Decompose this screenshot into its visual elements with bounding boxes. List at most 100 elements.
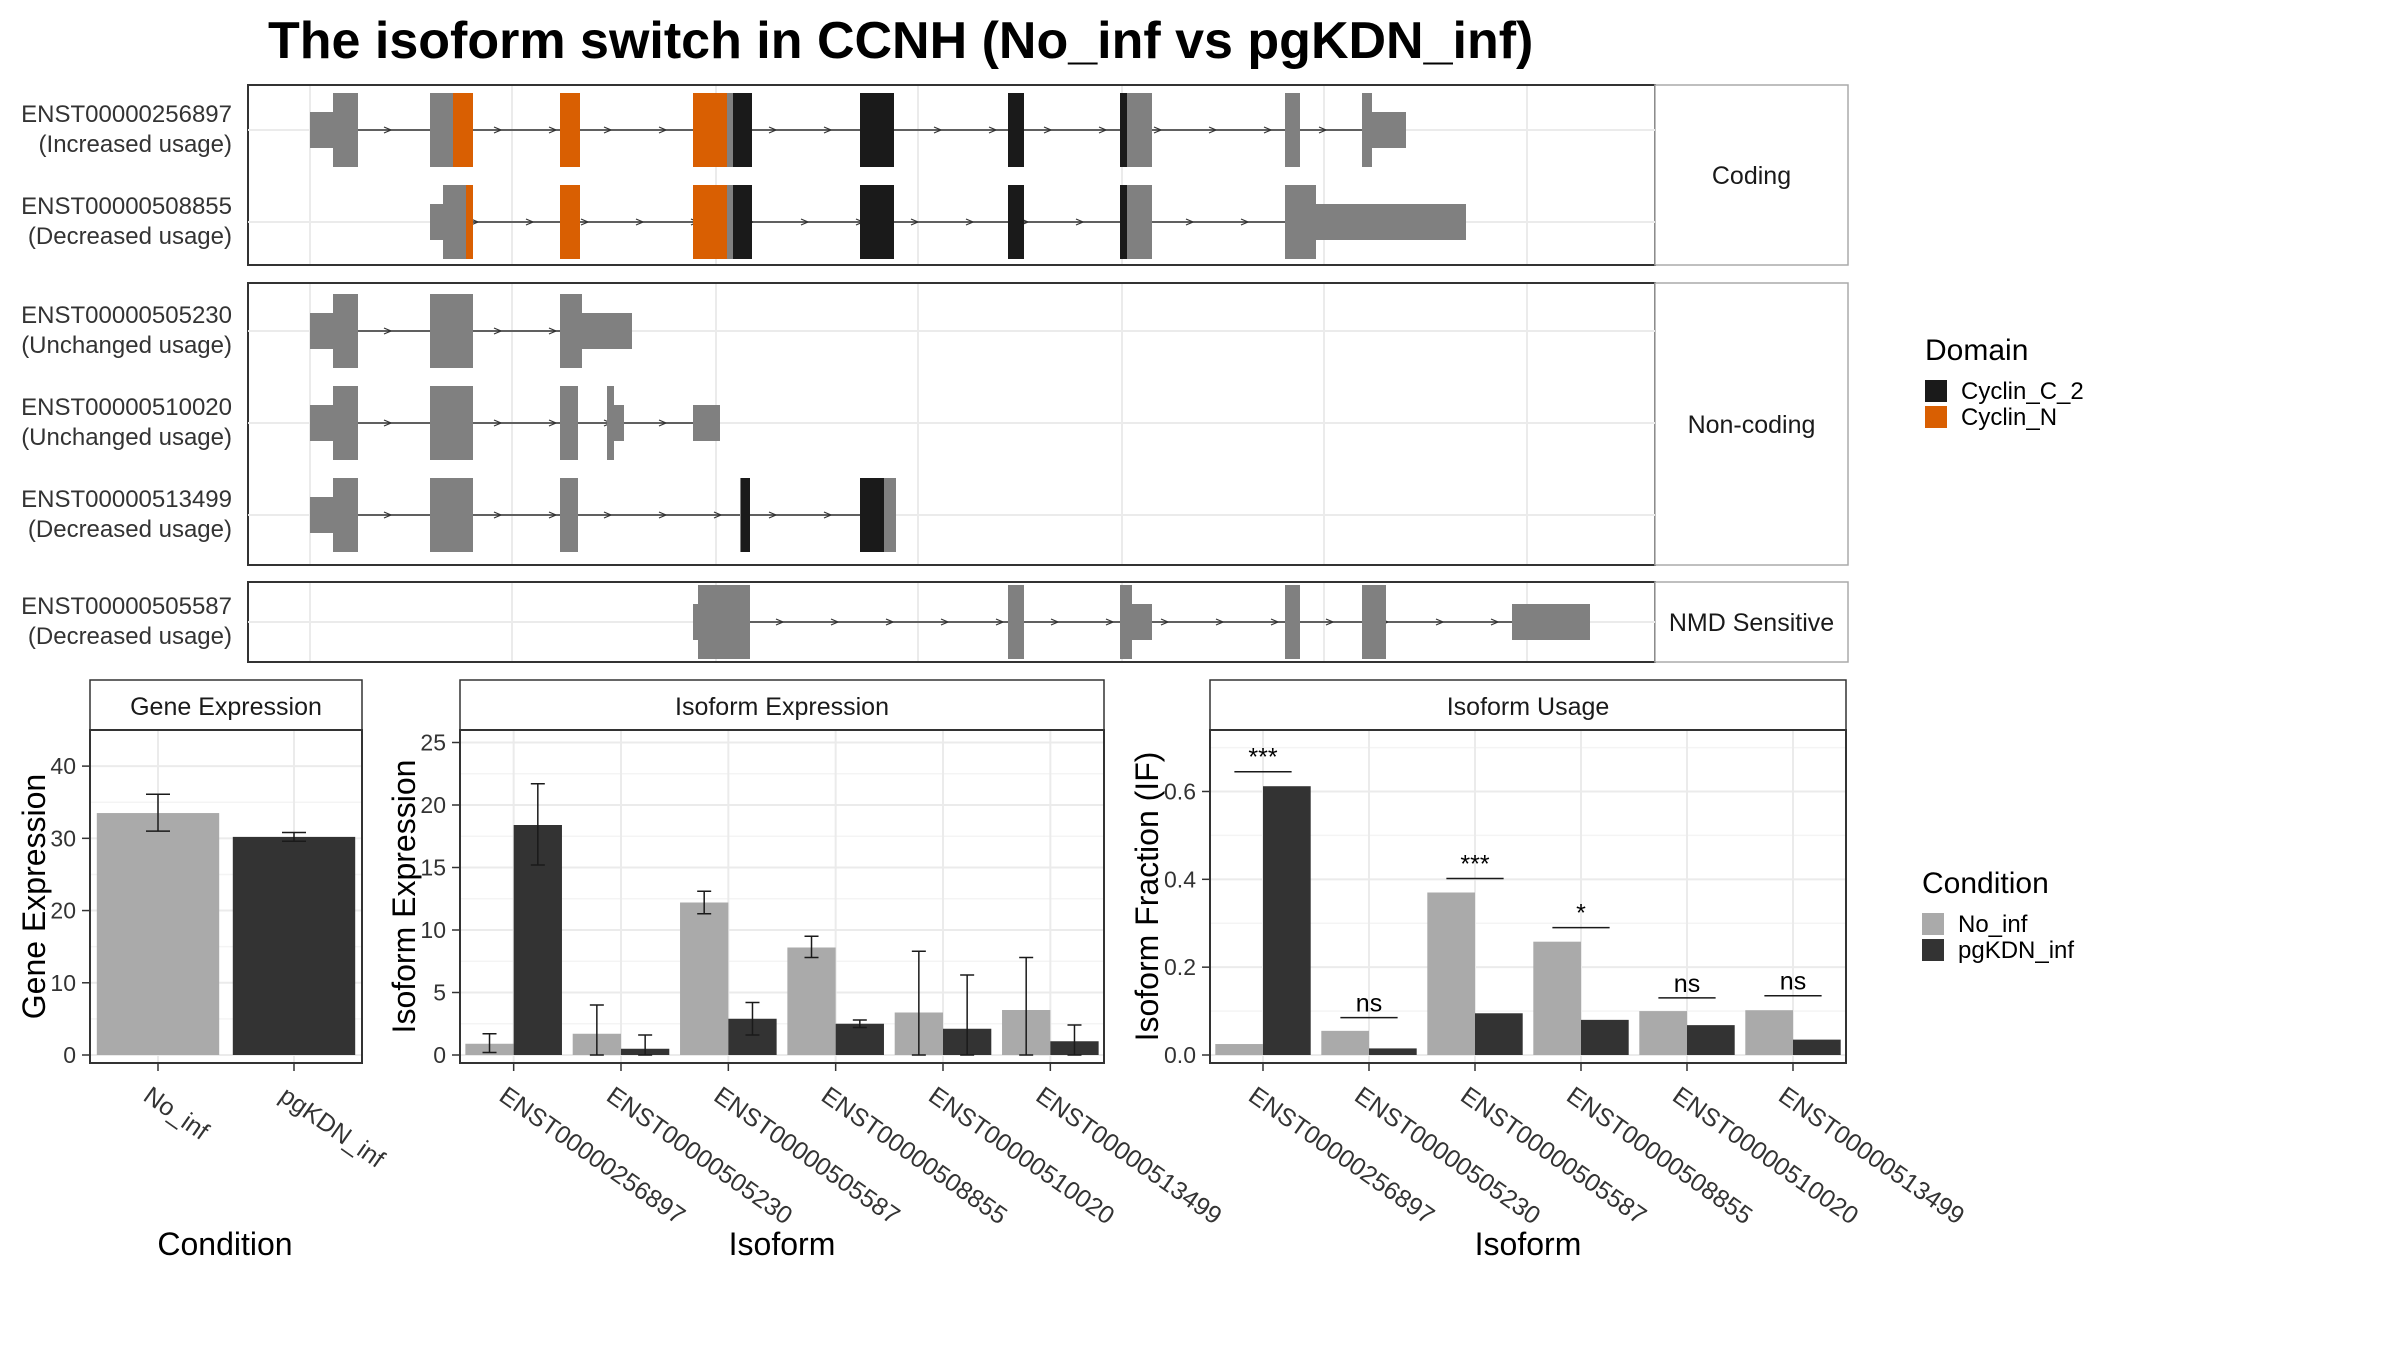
y-tick-label: 10 [50, 970, 76, 996]
intron-arrow [548, 511, 558, 519]
group-strip [1654, 581, 1849, 663]
legend-title: Domain [1925, 334, 2028, 367]
bar [1321, 1030, 1369, 1055]
transcript-id-label: ENST00000513499 [21, 486, 232, 513]
x-axis-title: Isoform [1475, 1226, 1582, 1262]
intron-arrow [1490, 618, 1500, 626]
transcript-id-label: ENST00000510020 [21, 394, 232, 421]
group-strip [1654, 282, 1849, 566]
cds-exon [1120, 585, 1132, 659]
bar [1581, 1019, 1629, 1055]
cds-exon [333, 478, 358, 552]
significance-label: ns [1356, 990, 1382, 1018]
x-tick-label: No_inf [138, 1081, 213, 1145]
cds-exon [1285, 185, 1316, 259]
intron-arrow [910, 218, 920, 226]
intron-arrow [1050, 618, 1060, 626]
intron-arrow [580, 218, 590, 226]
intron-arrow [933, 126, 943, 134]
intron-arrow [658, 511, 668, 519]
x-tick-label: ENST00000508855 [1561, 1081, 1757, 1230]
cds-exon [1285, 93, 1300, 167]
transcript-row: ENST00000505587 (Decreased usage) [21, 585, 1655, 659]
legend-swatch [1922, 913, 1944, 935]
legend-title: Condition [1922, 867, 2049, 900]
legend-label: pgKDN_inf [1958, 937, 2074, 964]
intron-arrow [775, 618, 785, 626]
bar [232, 836, 356, 1055]
y-tick-label: 30 [50, 825, 76, 851]
legend-label: No_inf [1958, 911, 2028, 938]
legend-swatch [1922, 939, 1944, 961]
utr-exon [1316, 204, 1466, 240]
group-strip-label: Non-coding [1688, 411, 1816, 439]
significance-label: ns [1674, 970, 1700, 998]
utr-exon [1372, 112, 1406, 148]
x-tick-label: ENST00000256897 [1243, 1081, 1439, 1230]
intron-arrow [383, 511, 393, 519]
x-tick-label: ENST00000505587 [1455, 1081, 1651, 1230]
x-tick-label: ENST00000508855 [816, 1081, 1012, 1230]
cds-exon [1127, 185, 1152, 259]
transcript-usage-label: (Decreased usage) [28, 516, 232, 543]
chart-panel-3: Isoform Usage***ns****ns ns0.00.20.40.6EN… [1129, 679, 1969, 1262]
cds-exon [1362, 93, 1372, 167]
panel-border [89, 729, 363, 1064]
transcript-row: ENST00000508855 (Decreased usage) [21, 185, 1655, 259]
intron-arrow [383, 419, 393, 427]
cds-exon [333, 93, 358, 167]
intron-arrow [885, 618, 895, 626]
structure-group-1: Coding [247, 84, 1849, 266]
cds-exon [860, 185, 894, 259]
intron-arrow [1215, 618, 1225, 626]
bar [787, 947, 836, 1055]
x-tick-label: ENST00000505230 [601, 1081, 797, 1230]
cds-exon [453, 93, 473, 167]
intron-arrow [383, 327, 393, 335]
cds-exon [1120, 93, 1127, 167]
intron-arrow [1043, 126, 1053, 134]
cds-exon [333, 386, 358, 460]
cds-exon [560, 185, 580, 259]
utr-exon [693, 405, 720, 441]
panel-title: Isoform Expression [675, 693, 889, 721]
bar [1533, 941, 1581, 1055]
panel-border [1209, 729, 1847, 1064]
utr-exon [1512, 604, 1590, 640]
cds-exon [443, 185, 466, 259]
transcript-usage-label: (Decreased usage) [28, 223, 232, 250]
y-axis-title: Gene Expression [16, 774, 52, 1019]
cds-exon [430, 478, 473, 552]
bar [1745, 1010, 1793, 1055]
x-tick-label: pgKDN_inf [274, 1081, 389, 1173]
intron-arrow [493, 327, 503, 335]
y-tick-label: 0 [433, 1042, 446, 1068]
intron-arrow [1263, 126, 1273, 134]
cds-exon [466, 185, 473, 259]
bar [835, 1023, 884, 1055]
bar [680, 902, 729, 1055]
intron-arrow [1185, 218, 1195, 226]
panel-border [459, 729, 1105, 1064]
bar [1639, 1011, 1687, 1055]
cds-exon [860, 93, 894, 167]
intron-arrow [830, 618, 840, 626]
transcript-usage-label: (Unchanged usage) [21, 424, 232, 451]
cds-exon [1127, 93, 1152, 167]
legend-swatch [1925, 406, 1947, 428]
group-strip-label: NMD Sensitive [1669, 609, 1834, 637]
intron-arrow [988, 126, 998, 134]
intron-arrow [713, 511, 723, 519]
transcript-usage-label: (Decreased usage) [28, 623, 232, 650]
intron-arrow [658, 126, 668, 134]
cds-exon [693, 185, 727, 259]
intron-arrow [1098, 126, 1108, 134]
transcript-usage-label: (Increased usage) [39, 131, 232, 158]
panel-title: Gene Expression [130, 693, 322, 721]
utr-exon [1132, 604, 1152, 640]
cds-exon [560, 93, 580, 167]
significance-label: *** [1248, 744, 1277, 772]
transcript-id-label: ENST00000256897 [21, 101, 232, 128]
x-tick-label: ENST00000256897 [494, 1081, 690, 1230]
